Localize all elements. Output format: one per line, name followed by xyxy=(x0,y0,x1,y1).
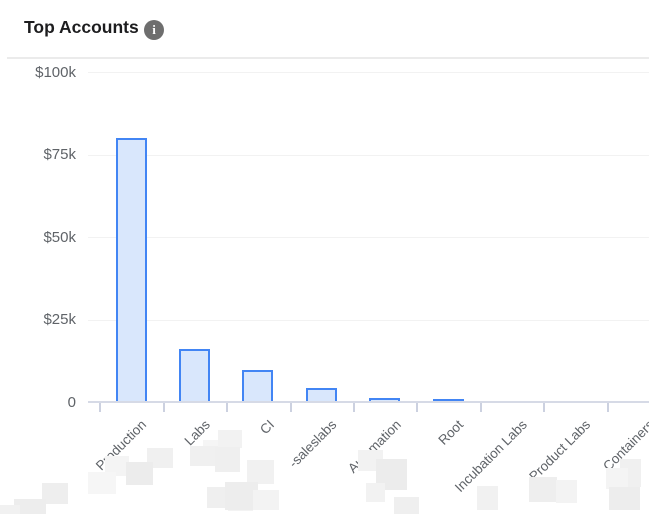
bar-production[interactable] xyxy=(116,138,147,402)
redaction-block xyxy=(225,482,258,510)
redaction-block xyxy=(606,468,628,489)
redaction-block xyxy=(42,483,68,504)
header-divider xyxy=(7,57,649,59)
bar-root[interactable] xyxy=(433,399,464,402)
x-axis-tick xyxy=(353,403,355,412)
redaction-block xyxy=(14,499,46,514)
y-axis-tick-label: $100k xyxy=(35,64,76,81)
gridline xyxy=(88,155,649,156)
redaction-block xyxy=(609,487,640,510)
bar--saleslabs[interactable] xyxy=(306,388,337,402)
bar-labs[interactable] xyxy=(179,349,210,402)
bar-ci[interactable] xyxy=(242,370,273,402)
x-axis-label-6: Root xyxy=(435,417,467,448)
x-axis-tick xyxy=(226,403,228,412)
redaction-block xyxy=(529,477,557,502)
y-axis-tick-label: $75k xyxy=(43,146,76,163)
gridline xyxy=(88,237,649,238)
gridline xyxy=(88,72,649,73)
y-axis-tick-label: $50k xyxy=(43,229,76,246)
redaction-block xyxy=(556,480,577,503)
bar-automation[interactable] xyxy=(369,398,400,402)
y-axis-tick-label: 0 xyxy=(67,394,76,411)
page-title: Top Accounts xyxy=(24,17,139,37)
x-axis-label-3: CI xyxy=(256,417,277,438)
redaction-block xyxy=(105,456,129,476)
x-axis-tick xyxy=(480,403,482,412)
x-axis-label-4: -saleslabs xyxy=(286,417,340,471)
redaction-block xyxy=(147,448,173,468)
redaction-block xyxy=(247,460,274,484)
redaction-block xyxy=(366,483,385,502)
x-axis-tick xyxy=(416,403,418,412)
x-axis-line xyxy=(88,401,649,403)
redaction-block xyxy=(88,472,116,494)
gridline xyxy=(88,320,649,321)
x-axis-label-8: Product Labs xyxy=(526,417,594,484)
x-axis-tick xyxy=(607,403,609,412)
x-axis-tick xyxy=(163,403,165,412)
redaction-block xyxy=(0,505,20,514)
y-axis-tick-label: $25k xyxy=(43,311,76,328)
redaction-block xyxy=(126,462,153,485)
x-axis-tick xyxy=(290,403,292,412)
info-icon[interactable]: i xyxy=(144,20,164,40)
x-axis-tick xyxy=(99,403,101,412)
x-axis-tick xyxy=(543,403,545,412)
redaction-block xyxy=(190,446,218,466)
redaction-block xyxy=(394,497,419,514)
redaction-block xyxy=(215,447,240,472)
redaction-block xyxy=(253,490,279,510)
redaction-block xyxy=(218,430,242,448)
redaction-block xyxy=(477,486,498,510)
